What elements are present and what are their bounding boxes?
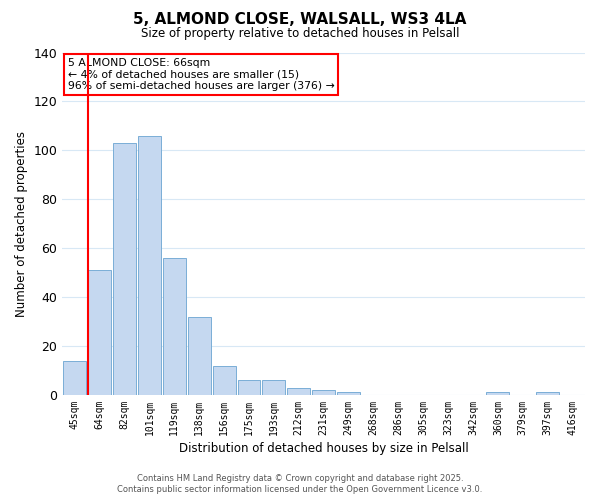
- Bar: [262, 380, 286, 395]
- Text: Contains HM Land Registry data © Crown copyright and database right 2025.
Contai: Contains HM Land Registry data © Crown c…: [118, 474, 482, 494]
- Bar: [337, 392, 360, 395]
- Bar: [287, 388, 310, 395]
- Bar: [312, 390, 335, 395]
- Bar: [487, 392, 509, 395]
- Text: 5 ALMOND CLOSE: 66sqm
← 4% of detached houses are smaller (15)
96% of semi-detac: 5 ALMOND CLOSE: 66sqm ← 4% of detached h…: [68, 58, 334, 91]
- Bar: [212, 366, 236, 395]
- Bar: [138, 136, 161, 395]
- Bar: [163, 258, 186, 395]
- X-axis label: Distribution of detached houses by size in Pelsall: Distribution of detached houses by size …: [179, 442, 469, 455]
- Text: 5, ALMOND CLOSE, WALSALL, WS3 4LA: 5, ALMOND CLOSE, WALSALL, WS3 4LA: [133, 12, 467, 28]
- Bar: [113, 143, 136, 395]
- Bar: [88, 270, 111, 395]
- Bar: [63, 360, 86, 395]
- Bar: [238, 380, 260, 395]
- Y-axis label: Number of detached properties: Number of detached properties: [15, 130, 28, 316]
- Text: Size of property relative to detached houses in Pelsall: Size of property relative to detached ho…: [141, 28, 459, 40]
- Bar: [188, 316, 211, 395]
- Bar: [536, 392, 559, 395]
